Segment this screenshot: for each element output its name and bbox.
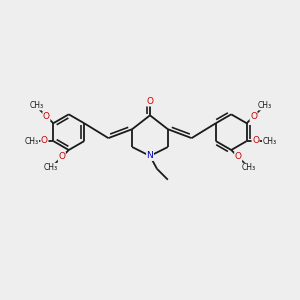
Text: CH₃: CH₃ bbox=[262, 136, 277, 146]
Text: CH₃: CH₃ bbox=[25, 136, 39, 146]
Text: O: O bbox=[146, 97, 154, 106]
Text: O: O bbox=[41, 136, 48, 145]
Text: CH₃: CH₃ bbox=[242, 163, 256, 172]
Text: O: O bbox=[250, 112, 257, 121]
Text: O: O bbox=[58, 152, 65, 161]
Text: N: N bbox=[147, 152, 153, 160]
Text: CH₃: CH₃ bbox=[44, 163, 58, 172]
Text: CH₃: CH₃ bbox=[257, 101, 272, 110]
Text: CH₃: CH₃ bbox=[29, 101, 44, 110]
Text: O: O bbox=[235, 152, 242, 161]
Text: O: O bbox=[43, 112, 50, 121]
Text: O: O bbox=[252, 136, 259, 145]
